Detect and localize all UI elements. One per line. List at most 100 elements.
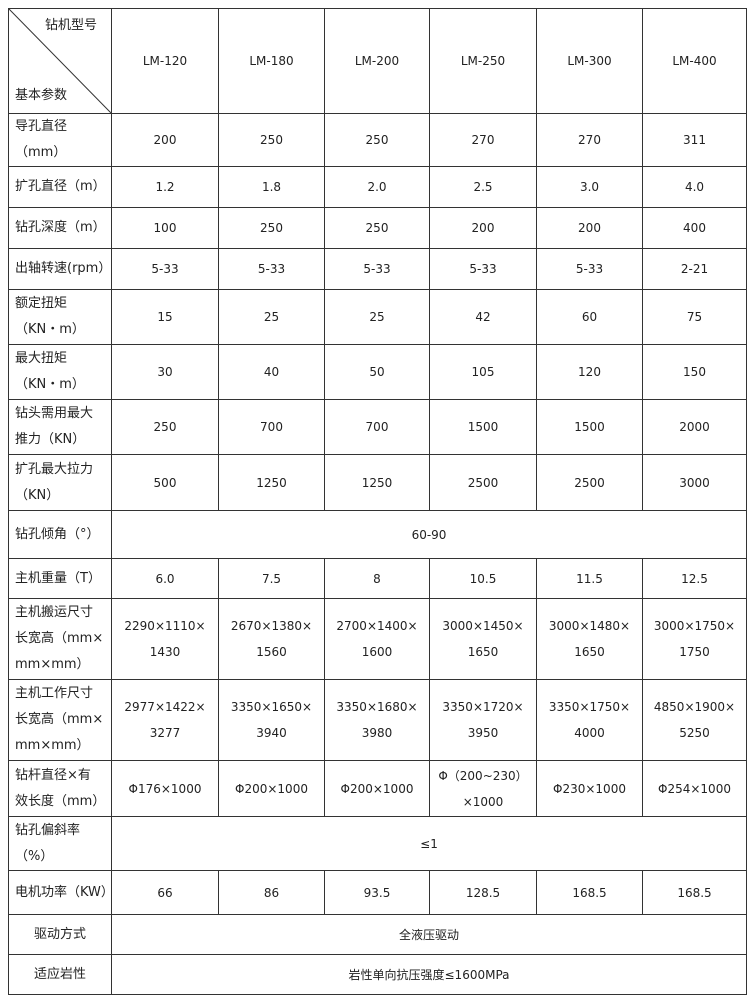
value-cell: 168.5 (642, 870, 747, 915)
row-label: 钻杆直径×有 效长度（mm） (8, 760, 112, 817)
value-cell: 168.5 (536, 870, 643, 915)
value-cell: 3000×1480× 1650 (536, 598, 643, 680)
merged-value-cell: ≤1 (111, 816, 747, 871)
value-cell: 66 (111, 870, 219, 915)
value-cell: 60 (536, 289, 643, 345)
value-cell: 1500 (429, 399, 537, 455)
value-cell: 5-33 (536, 248, 643, 290)
value-cell: 7.5 (218, 558, 325, 599)
row-label: 额定扭矩 （KN・m） (8, 289, 112, 345)
model-header: LM-120 (111, 8, 219, 114)
row-label: 电机功率（KW） (8, 870, 114, 915)
table-row: 主机重量（T） 6.0 7.5 8 10.5 11.5 12.5 (8, 558, 747, 599)
value-cell: Φ200×1000 (324, 760, 430, 817)
value-cell: 105 (429, 344, 537, 400)
value-cell: 3350×1650× 3940 (218, 679, 325, 761)
row-label: 钻孔倾角（°） (8, 510, 112, 559)
value-cell: 3.0 (536, 166, 643, 208)
value-cell: 5-33 (429, 248, 537, 290)
table-row: 钻杆直径×有 效长度（mm） Φ176×1000 Φ200×1000 Φ200×100… (8, 760, 747, 817)
table-row: 电机功率（KW） 66 86 93.5 128.5 168.5 168.5 (8, 870, 747, 915)
row-label: 驱动方式 (8, 914, 112, 955)
row-label: 出轴转速(rpm） (8, 248, 112, 290)
value-cell: 250 (324, 113, 430, 167)
value-cell: 50 (324, 344, 430, 400)
value-cell: 2700×1400× 1600 (324, 598, 430, 680)
value-cell: 30 (111, 344, 219, 400)
value-cell: 2.5 (429, 166, 537, 208)
value-cell: 4850×1900× 5250 (642, 679, 747, 761)
value-cell: 400 (642, 207, 747, 249)
value-cell: 25 (324, 289, 430, 345)
value-cell: 4.0 (642, 166, 747, 208)
value-cell: 700 (324, 399, 430, 455)
model-header: LM-400 (642, 8, 747, 114)
value-cell: 5-33 (111, 248, 219, 290)
value-cell: 270 (429, 113, 537, 167)
value-cell: 3350×1750× 4000 (536, 679, 643, 761)
value-cell: Φ176×1000 (111, 760, 219, 817)
value-cell: 3350×1720× 3950 (429, 679, 537, 761)
table-row: 最大扭矩 （KN・m） 30 40 50 105 120 150 (8, 344, 747, 400)
row-label: 钻孔深度（m） (8, 207, 112, 249)
value-cell: 3350×1680× 3980 (324, 679, 430, 761)
value-cell: 15 (111, 289, 219, 345)
value-cell: 1250 (218, 454, 325, 511)
value-cell: 2-21 (642, 248, 747, 290)
row-label: 主机搬运尺寸 长宽高（mm× mm×mm） (8, 598, 112, 680)
value-cell: 2.0 (324, 166, 430, 208)
value-cell: 200 (429, 207, 537, 249)
row-label: 导孔直径（mm） (8, 113, 112, 167)
value-cell: 250 (218, 113, 325, 167)
value-cell: 200 (111, 113, 219, 167)
value-cell: 250 (111, 399, 219, 455)
row-label: 扩孔最大拉力 （KN） (8, 454, 112, 511)
value-cell: 2670×1380× 1560 (218, 598, 325, 680)
value-cell: 6.0 (111, 558, 219, 599)
value-cell: 250 (218, 207, 325, 249)
value-cell: 1250 (324, 454, 430, 511)
value-cell: 75 (642, 289, 747, 345)
diagonal-line (9, 9, 111, 113)
model-header: LM-250 (429, 8, 537, 114)
value-cell: 120 (536, 344, 643, 400)
value-cell: 40 (218, 344, 325, 400)
table-row: 钻孔偏斜率 （%） ≤1 (8, 816, 747, 871)
value-cell: Φ（200~230） ×1000 (429, 760, 537, 817)
merged-value-cell: 全液压驱动 (111, 914, 747, 955)
value-cell: 128.5 (429, 870, 537, 915)
row-label: 适应岩性 (8, 954, 112, 995)
value-cell: Φ254×1000 (642, 760, 747, 817)
value-cell: 3000 (642, 454, 747, 511)
table-row: 主机搬运尺寸 长宽高（mm× mm×mm） 2290×1110× 1430 2670… (8, 598, 747, 680)
table-row: 扩孔直径（m） 1.2 1.8 2.0 2.5 3.0 4.0 (8, 166, 747, 208)
value-cell: 5-33 (218, 248, 325, 290)
table-row: 钻头需用最大 推力（KN） 250 700 700 1500 1500 2000 (8, 399, 747, 455)
value-cell: 10.5 (429, 558, 537, 599)
value-cell: 5-33 (324, 248, 430, 290)
value-cell: 8 (324, 558, 430, 599)
value-cell: 2000 (642, 399, 747, 455)
row-label: 钻孔偏斜率 （%） (8, 816, 112, 871)
table-row: 导孔直径（mm） 200 250 250 270 270 311 (8, 113, 747, 167)
value-cell: 11.5 (536, 558, 643, 599)
value-cell: 311 (642, 113, 747, 167)
merged-value-cell: 60-90 (111, 510, 747, 559)
row-label: 扩孔直径（m） (8, 166, 112, 208)
row-label: 主机工作尺寸 长宽高（mm× mm×mm） (8, 679, 112, 761)
value-cell: 500 (111, 454, 219, 511)
value-cell: 12.5 (642, 558, 747, 599)
table-row: 额定扭矩 （KN・m） 15 25 25 42 60 75 (8, 289, 747, 345)
value-cell: 93.5 (324, 870, 430, 915)
value-cell: 2500 (536, 454, 643, 511)
corner-top-label: 钻机型号 (44, 18, 97, 33)
table-row: 主机工作尺寸 长宽高（mm× mm×mm） 2977×1422× 3277 3350… (8, 679, 747, 761)
value-cell: 270 (536, 113, 643, 167)
header-row: 钻机型号 基本参数 LM-120 LM-180 LM-200 LM-250 LM… (8, 8, 747, 114)
value-cell: 700 (218, 399, 325, 455)
value-cell: 1.8 (218, 166, 325, 208)
spec-table: 钻机型号 基本参数 LM-120 LM-180 LM-200 LM-250 LM… (8, 8, 747, 995)
value-cell: 2290×1110× 1430 (111, 598, 219, 680)
value-cell: 86 (218, 870, 325, 915)
model-header: LM-300 (536, 8, 643, 114)
